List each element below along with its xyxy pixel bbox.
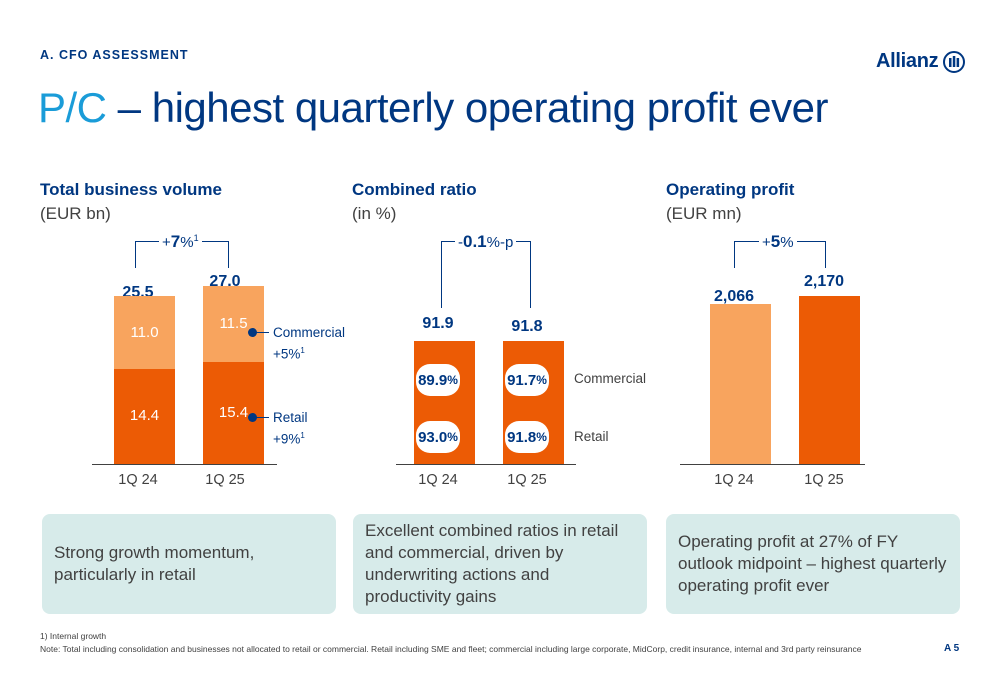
page-number: A 5 [944, 643, 960, 654]
chart3-subtitle: (EUR mn) [666, 204, 742, 223]
section-label: A. CFO ASSESSMENT [40, 48, 189, 62]
chart3-x-tick: 1Q 25 [804, 472, 844, 488]
chart1-growth-label: +7%1 [159, 232, 202, 252]
title-rest: – highest quarterly operating profit eve… [106, 84, 829, 131]
chart1-bar-retail: 14.4 [114, 368, 175, 464]
allianz-logo: Allianz [876, 50, 966, 73]
chart2-retail-pill: 93.0% [416, 421, 460, 453]
chart1-x-tick: 1Q 25 [205, 472, 245, 488]
chart2-legend-retail: Retail [574, 429, 609, 444]
chart1-x-axis [92, 464, 277, 465]
chart1-subtitle: (EUR bn) [40, 204, 111, 223]
legend-dot [248, 413, 257, 422]
chart2-x-tick: 1Q 25 [507, 472, 547, 488]
chart2-subtitle: (in %) [352, 204, 397, 223]
chart2-retail-pill: 91.8% [505, 421, 549, 453]
chart1-commercial-value: 11.5 [219, 315, 248, 333]
chart2-total-label: 91.9 [422, 315, 454, 332]
chart1-commercial-value: 11.0 [130, 323, 159, 341]
allianz-eagle-icon [943, 50, 966, 73]
chart3-title: Operating profit [666, 180, 795, 199]
legend-line [253, 332, 269, 334]
legend-line [253, 417, 269, 419]
page-title: P/C – highest quarterly operating profit… [38, 84, 828, 132]
legend-commercial: Commercial +5%1 [273, 325, 346, 362]
chart2-growth-label: -0.1%-p [455, 232, 517, 252]
footnote-1: 1) Internal growth [40, 631, 107, 641]
chart3-bar [710, 303, 771, 464]
chart2-title: Combined ratio [352, 180, 477, 199]
takeaway-box-volume: Strong growth momentum, particularly in … [42, 514, 336, 614]
chart1-retail-value: 14.4 [129, 407, 160, 425]
chart1-retail-value: 15.4 [218, 404, 249, 422]
chart3-x-tick: 1Q 24 [714, 472, 754, 488]
chart2-total-label: 91.8 [511, 318, 543, 335]
chart1-bar-commercial: 11.0 [114, 296, 175, 369]
logo-text: Allianz [876, 50, 939, 72]
title-prefix: P/C [38, 84, 107, 131]
chart1-total-label: 27.0 [209, 273, 241, 290]
chart3-total-label: 2,066 [713, 288, 755, 305]
chart2-commercial-pill: 91.7% [505, 364, 549, 396]
chart1-bar-commercial: 11.5 [203, 286, 264, 363]
chart3-total-label: 2,170 [803, 273, 845, 290]
chart3-x-axis [680, 464, 865, 465]
takeaway-box-operating-profit: Operating profit at 27% of FY outlook mi… [666, 514, 960, 614]
legend-dot [248, 328, 257, 337]
chart1-x-tick: 1Q 24 [118, 472, 158, 488]
chart2-commercial-pill: 89.9% [416, 364, 460, 396]
takeaway-box-combined-ratio: Excellent combined ratios in retail and … [353, 514, 647, 614]
chart2-legend-commercial: Commercial [574, 371, 647, 386]
chart1-title: Total business volume [40, 180, 223, 199]
chart2-x-axis [396, 464, 576, 465]
chart3-growth-label: +5% [759, 232, 797, 252]
legend-retail: Retail +9%1 [273, 410, 308, 447]
chart2-x-tick: 1Q 24 [418, 472, 458, 488]
chart3-bar [799, 295, 860, 464]
footnote-note: Note: Total including consolidation and … [40, 644, 862, 654]
